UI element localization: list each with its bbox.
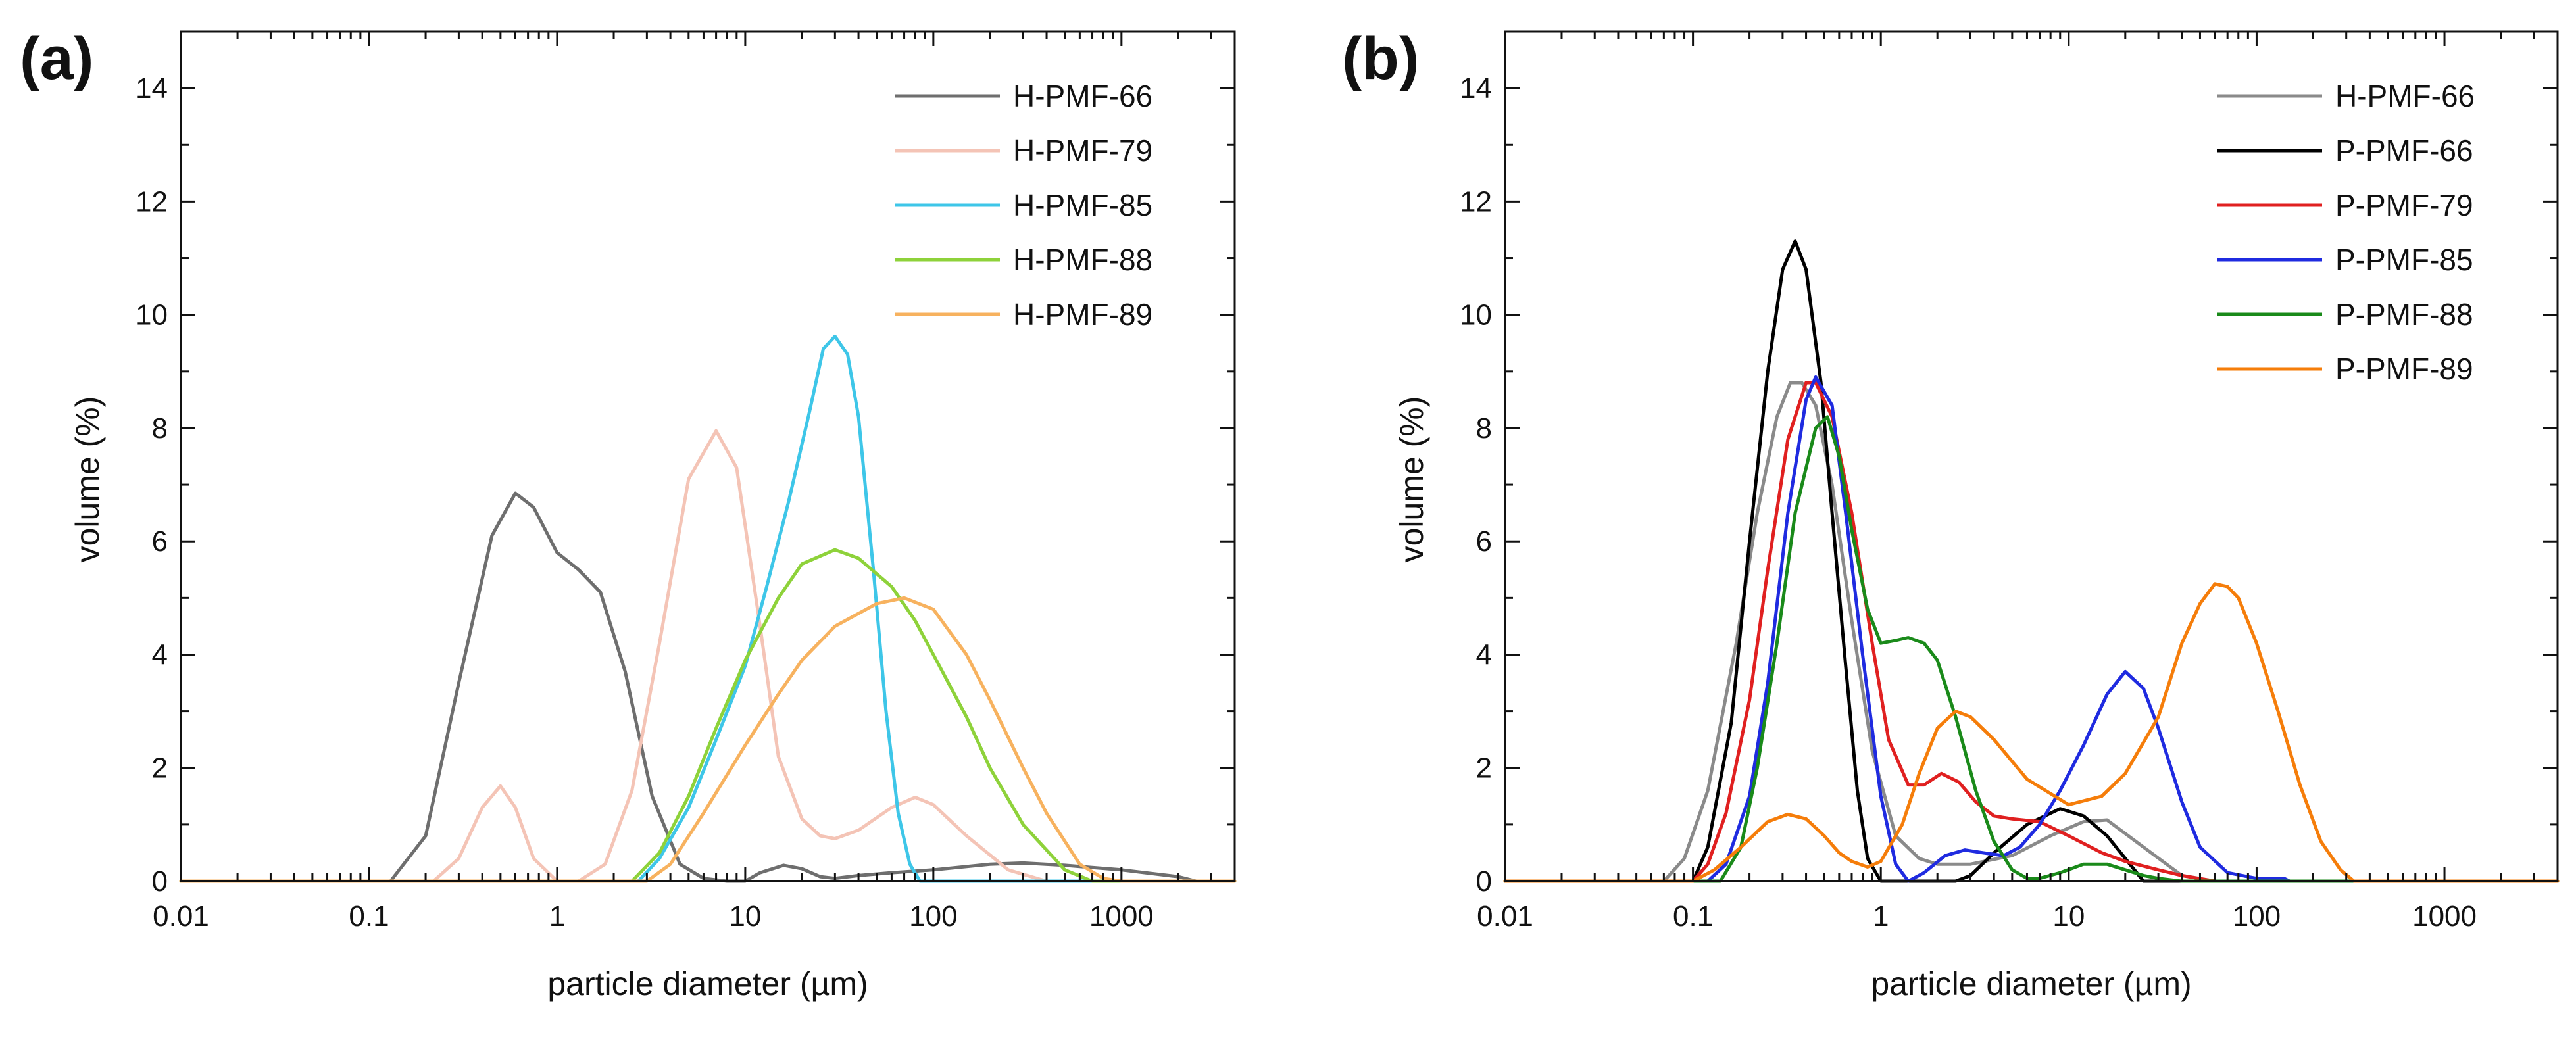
series-line-p-pmf-79 [1503, 381, 2560, 883]
x-tick-label: 1 [1873, 900, 1889, 932]
y-tick-label: 12 [136, 185, 168, 218]
y-tick-label: 10 [1460, 299, 1492, 331]
y-tick-label: 12 [1460, 185, 1492, 218]
series-line-h-pmf-79 [179, 429, 1237, 883]
x-tick-label: 1 [549, 900, 565, 932]
series-line-p-pmf-88 [1503, 415, 2560, 883]
legend-label: P-PMF-89 [2335, 352, 2473, 386]
y-tick-label: 2 [152, 752, 168, 784]
x-axis-title: particle diameter (µm) [547, 965, 868, 1002]
series-line-h-pmf-88 [179, 548, 1237, 883]
x-tick-label: 0.1 [1673, 900, 1713, 932]
series-line-p-pmf-66 [1503, 239, 2560, 883]
panel-b: (b) 0.01 0.1 1 10 100 1000 0 2 4 6 8 10 12 14 particle … [1342, 25, 2560, 1002]
y-tick-label: 8 [152, 412, 168, 445]
legend-label: H-PMF-89 [1013, 297, 1152, 331]
series-line-h-pmf-89 [179, 596, 1237, 883]
plot-frame [180, 30, 1236, 882]
series-group [179, 334, 1237, 883]
legend-label: H-PMF-66 [2335, 79, 2475, 113]
x-tick-label: 1000 [2412, 900, 2477, 932]
x-tick-label: 10 [729, 900, 761, 932]
y-tick-label: 14 [1460, 72, 1492, 105]
y-tick-label: 8 [1476, 412, 1492, 445]
series-line-p-pmf-85 [1503, 375, 2560, 883]
series-line-h-pmf-66 [179, 491, 1199, 883]
y-axis-title: volume (%) [69, 397, 106, 563]
x-tick-label: 0.1 [349, 900, 389, 932]
legend-label: H-PMF-66 [1013, 79, 1152, 113]
legend-label: H-PMF-85 [1013, 188, 1152, 222]
y-axis-title: volume (%) [1393, 397, 1430, 563]
y-tick-label: 0 [152, 865, 168, 898]
series-line-p-pmf-89 [1503, 582, 2560, 883]
plot-frame [1504, 30, 2559, 882]
panel-a: (a) 0.01 0.1 1 10 100 1000 0 2 4 6 8 10 12 14 particle … [20, 25, 1237, 1002]
legend: H-PMF-66 P-PMF-66 P-PMF-79 P-PMF-85 P-PMF-88… [2217, 79, 2475, 386]
y-tick-label: 6 [1476, 525, 1492, 558]
y-tick-label: 4 [152, 639, 168, 671]
legend-label: P-PMF-66 [2335, 133, 2473, 168]
x-axis-title: particle diameter (µm) [1871, 965, 2191, 1002]
panel-label: (a) [20, 25, 93, 92]
panel-label: (b) [1342, 25, 1419, 92]
legend-label: P-PMF-85 [2335, 243, 2473, 277]
legend-label: P-PMF-88 [2335, 297, 2473, 331]
x-tick-label: 100 [2233, 900, 2281, 932]
series-line-h-pmf-66 [1503, 381, 2560, 883]
legend-label: P-PMF-79 [2335, 188, 2473, 222]
y-tick-label: 14 [136, 72, 168, 105]
x-tick-label: 0.01 [153, 900, 209, 932]
x-tick-label: 1000 [1089, 900, 1154, 932]
x-tick-label: 0.01 [1477, 900, 1533, 932]
legend-label: H-PMF-79 [1013, 133, 1152, 168]
series-group [1503, 239, 2560, 883]
y-tick-label: 10 [136, 299, 168, 331]
y-tick-label: 6 [152, 525, 168, 558]
x-tick-label: 10 [2052, 900, 2085, 932]
y-tick-label: 0 [1476, 865, 1492, 898]
legend-label: H-PMF-88 [1013, 243, 1152, 277]
legend: H-PMF-66 H-PMF-79 H-PMF-85 H-PMF-88 H-PMF-89 [895, 79, 1152, 331]
x-tick-label: 100 [909, 900, 957, 932]
y-tick-label: 4 [1476, 639, 1492, 671]
y-tick-label: 2 [1476, 752, 1492, 784]
series-line-h-pmf-85 [179, 334, 1237, 883]
